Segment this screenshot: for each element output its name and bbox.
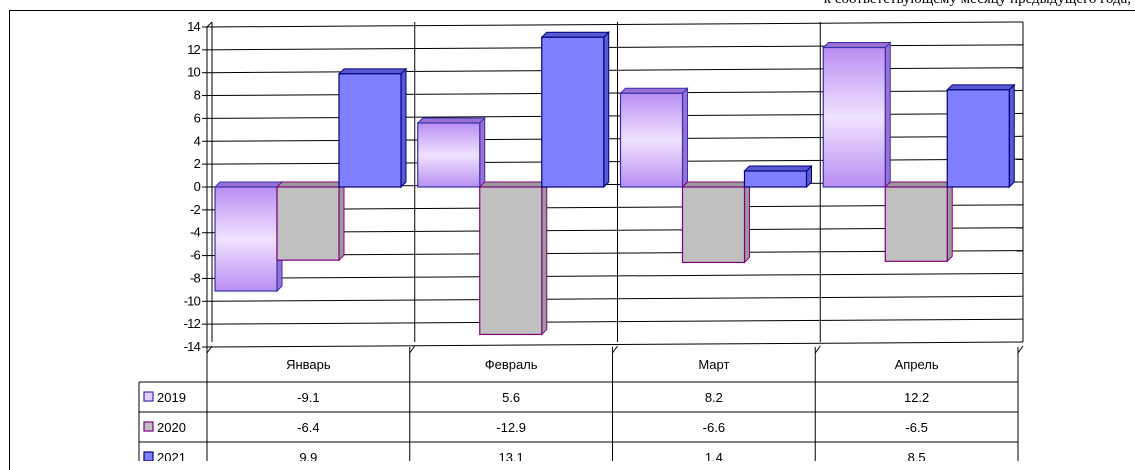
bar-top — [681, 181, 751, 188]
category-label: Январь — [286, 357, 331, 372]
gridline-h — [206, 341, 1024, 348]
bar-top — [884, 181, 954, 188]
y-tick-label: -10 — [184, 293, 201, 308]
value-label: -6.4 — [297, 420, 319, 435]
y-tick-label: -2 — [190, 202, 201, 217]
gridline-h — [206, 295, 1024, 302]
bar-2021-1 — [338, 73, 402, 188]
x-tick-mark — [814, 345, 821, 354]
gridline-h — [206, 21, 1024, 28]
bar-top — [337, 68, 408, 75]
y-tick-label: 10 — [187, 65, 200, 80]
bar-side — [744, 180, 750, 264]
bar-2020-4 — [884, 186, 948, 262]
bar-top — [416, 117, 486, 124]
y-tick-label: -8 — [190, 270, 201, 285]
bar-2021-3 — [743, 170, 808, 188]
value-label: -12.9 — [496, 420, 526, 435]
y-tick-label: -14 — [184, 339, 201, 354]
chart-caption: к соответствующему месяцу предыдущего го… — [824, 0, 1131, 8]
category-label: Март — [698, 357, 729, 372]
bar-2021-2 — [541, 36, 605, 188]
bar-side — [682, 87, 688, 189]
gridline-h — [206, 90, 1024, 97]
bar-2019-2 — [417, 122, 481, 188]
value-label: 8.5 — [908, 450, 926, 461]
legend-swatch-2019 — [143, 391, 154, 402]
bar-top — [275, 181, 346, 188]
bar-2021-4 — [946, 89, 1010, 188]
category-label: Апрель — [895, 357, 939, 372]
value-label: -6.5 — [905, 420, 927, 435]
value-label: 8.2 — [705, 390, 723, 405]
bar-top — [540, 31, 610, 38]
bar-top — [946, 84, 1016, 91]
bar-side — [479, 116, 486, 189]
bar-2020-1 — [276, 186, 340, 261]
gridline-h — [206, 112, 1024, 119]
value-label: 9.9 — [299, 450, 317, 461]
axis-depth — [206, 21, 213, 28]
value-label: 12.2 — [904, 390, 929, 405]
value-label: 5.6 — [502, 390, 520, 405]
gridline-h — [206, 158, 1024, 165]
value-label: -6.6 — [703, 420, 725, 435]
bar-side — [884, 41, 891, 189]
value-label: 1.4 — [705, 450, 723, 461]
bar-side — [946, 180, 953, 263]
x-tick-mark — [1017, 345, 1024, 354]
bar-2019-3 — [619, 92, 684, 188]
gridline-h — [206, 272, 1024, 279]
x-tick-mark — [612, 345, 618, 354]
legend-label-2020: 2020 — [157, 420, 186, 435]
legend-swatch-2021 — [143, 451, 154, 461]
y-tick-label: 8 — [194, 88, 201, 103]
category-label: Февраль — [485, 357, 538, 372]
legend-label-2021: 2021 — [157, 450, 186, 461]
y-tick-label: 4 — [194, 133, 201, 148]
bar-2020-2 — [479, 186, 543, 336]
bar-2019-4 — [822, 46, 886, 188]
gridline-h — [206, 318, 1024, 325]
y-tick-label: -12 — [184, 316, 201, 331]
bar-2020-3 — [681, 186, 746, 264]
y-tick-label: 6 — [194, 110, 201, 125]
x-tick-mark — [206, 345, 213, 354]
value-label: 13.1 — [498, 450, 523, 461]
bar-top — [822, 42, 892, 49]
bar-top — [619, 87, 689, 94]
bar-side — [338, 180, 345, 262]
legend-label-2019: 2019 — [157, 390, 186, 405]
y-tick-label: 2 — [194, 156, 201, 171]
y-tick-label: 0 — [194, 179, 201, 194]
bar-top — [478, 181, 548, 188]
y-tick-label: 12 — [187, 42, 200, 57]
bar-side — [603, 31, 610, 189]
gridline-h — [206, 135, 1024, 142]
bar-side — [400, 67, 407, 189]
bar-2019-1 — [214, 186, 278, 292]
value-label: -9.1 — [297, 390, 319, 405]
y-tick-label: -6 — [190, 248, 201, 263]
bar-top — [213, 181, 284, 188]
bar-top — [743, 165, 813, 172]
gridline-h — [206, 44, 1024, 51]
bar-side — [541, 180, 548, 336]
gridline-h — [206, 67, 1024, 74]
chart-frame — [9, 10, 1135, 470]
y-tick-label: 14 — [187, 19, 200, 34]
legend-swatch-2020 — [143, 421, 154, 432]
bar-side — [1008, 83, 1015, 189]
y-tick-label: -4 — [190, 225, 201, 240]
x-tick-mark — [409, 345, 416, 354]
